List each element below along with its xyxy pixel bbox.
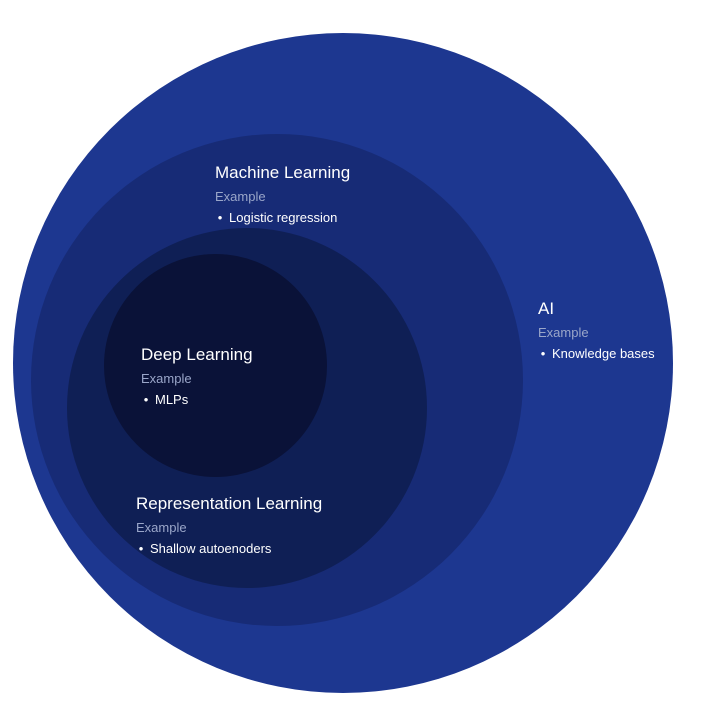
bullet-icon: •: [136, 541, 146, 556]
label-dl: Deep Learning Example • MLPs: [141, 345, 253, 407]
example-text-rep: Shallow autoenoders: [150, 541, 271, 556]
title-dl: Deep Learning: [141, 345, 253, 365]
bullet-icon: •: [538, 346, 548, 361]
title-ai: AI: [538, 299, 655, 319]
example-item-dl: • MLPs: [141, 392, 253, 407]
label-ai: AI Example • Knowledge bases: [538, 299, 655, 361]
label-ml: Machine Learning Example • Logistic regr…: [215, 163, 350, 225]
example-label-ml: Example: [215, 189, 350, 204]
bullet-icon: •: [215, 210, 225, 225]
diagram-canvas: AI Example • Knowledge bases Machine Lea…: [0, 0, 715, 716]
example-label-dl: Example: [141, 371, 253, 386]
example-text-ml: Logistic regression: [229, 210, 337, 225]
example-text-dl: MLPs: [155, 392, 188, 407]
label-rep: Representation Learning Example • Shallo…: [136, 494, 322, 556]
example-text-ai: Knowledge bases: [552, 346, 655, 361]
example-label-rep: Example: [136, 520, 322, 535]
example-label-ai: Example: [538, 325, 655, 340]
example-item-ml: • Logistic regression: [215, 210, 350, 225]
bullet-icon: •: [141, 392, 151, 407]
example-item-rep: • Shallow autoenoders: [136, 541, 322, 556]
example-item-ai: • Knowledge bases: [538, 346, 655, 361]
title-ml: Machine Learning: [215, 163, 350, 183]
title-rep: Representation Learning: [136, 494, 322, 514]
